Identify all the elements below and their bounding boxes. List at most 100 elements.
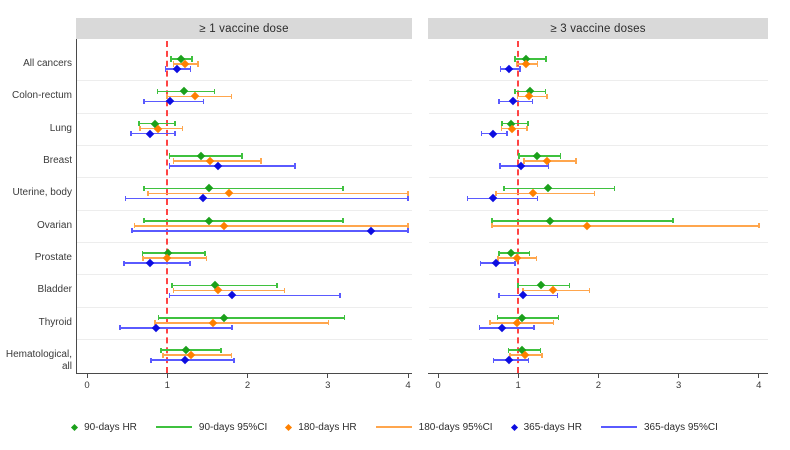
reference-line <box>166 41 169 373</box>
ci-cap-green <box>191 56 193 62</box>
ci-cap-blue <box>498 292 500 299</box>
ci-cap-orange <box>260 158 262 164</box>
hr-marker-blue <box>505 64 514 74</box>
legend-item: 90-days 95%CI <box>155 422 267 433</box>
y-category-label: Lung <box>49 122 72 134</box>
hr-marker-green <box>543 184 553 193</box>
ci-cap-blue <box>143 98 145 104</box>
ci-line-orange <box>134 224 408 227</box>
ci-cap-green <box>168 153 171 159</box>
ci-cap-blue <box>547 163 550 169</box>
ci-cap-orange <box>196 61 199 67</box>
ci-cap-orange <box>283 287 286 294</box>
ci-line-green <box>158 317 345 319</box>
ci-cap-orange <box>490 223 493 229</box>
x-axis-tick <box>86 373 88 378</box>
ci-cap-green <box>143 218 145 224</box>
ci-cap-green <box>342 218 344 224</box>
ci-cap-green <box>517 282 519 289</box>
ci-cap-blue <box>480 131 483 137</box>
ci-cap-green <box>557 315 560 321</box>
ci-cap-green <box>498 250 500 256</box>
ci-cap-orange <box>494 190 497 196</box>
ci-line-blue <box>498 294 558 297</box>
ci-cap-orange <box>509 352 511 358</box>
ci-line-green <box>169 155 242 157</box>
ci-line-blue <box>151 359 234 361</box>
hr-marker-orange <box>224 189 234 198</box>
x-tick-label: 1 <box>164 380 170 391</box>
hr-marker-blue <box>497 323 507 333</box>
ci-cap-green <box>613 185 616 191</box>
legend-diamond-icon <box>71 423 79 431</box>
row-separator <box>77 306 412 308</box>
ci-cap-green <box>143 185 145 191</box>
x-tick-label: 0 <box>435 380 441 391</box>
ci-cap-orange <box>230 352 233 358</box>
ci-cap-green <box>559 153 562 159</box>
ci-cap-green <box>170 56 173 62</box>
x-axis-tick <box>758 373 760 378</box>
x-axis-tick <box>407 373 409 378</box>
hr-marker-orange <box>521 59 531 69</box>
ci-cap-green <box>213 88 216 94</box>
ci-cap-green <box>502 185 505 191</box>
ci-cap-green <box>342 185 344 191</box>
ci-cap-blue <box>168 292 171 299</box>
ci-cap-blue <box>231 325 234 331</box>
ci-cap-orange <box>147 190 149 196</box>
row-separator <box>429 274 768 276</box>
ci-line-blue <box>169 165 295 167</box>
ci-line-green <box>497 317 559 319</box>
hr-marker-green <box>546 216 555 225</box>
legend-label: 180-days HR <box>298 421 357 433</box>
ci-cap-orange <box>593 190 596 196</box>
hr-marker-green <box>196 151 206 161</box>
ci-cap-orange <box>500 126 503 132</box>
hr-marker-orange <box>213 286 223 295</box>
ci-cap-blue <box>150 357 152 363</box>
hr-marker-green <box>532 151 541 161</box>
ci-cap-blue <box>499 66 502 72</box>
ci-cap-orange <box>515 61 518 67</box>
ci-cap-orange <box>172 158 175 164</box>
ci-cap-green <box>220 347 222 353</box>
row-separator <box>429 80 768 82</box>
y-category-label: Bladder <box>37 284 72 296</box>
ci-cap-orange <box>497 255 499 261</box>
ci-cap-green <box>241 153 243 159</box>
x-axis-line <box>76 373 412 374</box>
y-category-label: Hematological, all <box>5 349 72 373</box>
x-tick-label: 3 <box>325 380 331 391</box>
ci-line-orange <box>490 322 554 324</box>
x-axis-tick <box>597 373 599 378</box>
ci-cap-orange <box>541 352 544 358</box>
ci-line-blue <box>467 197 538 200</box>
ci-cap-blue <box>531 98 534 104</box>
ci-cap-orange <box>407 223 409 229</box>
hr-marker-orange <box>163 253 172 263</box>
ci-cap-blue <box>164 66 167 72</box>
hr-marker-blue <box>505 355 514 365</box>
x-tick-label: 2 <box>244 380 251 391</box>
y-category-label: Prostate <box>34 252 72 264</box>
ci-line-orange <box>167 95 232 98</box>
ci-cap-blue <box>556 292 559 299</box>
ci-cap-blue <box>202 98 205 104</box>
legend-item: 365-days HR <box>510 422 582 433</box>
x-axis-tick <box>247 373 248 378</box>
ci-line-blue <box>123 262 190 264</box>
hr-marker-blue <box>213 161 223 171</box>
row-separator <box>429 306 768 308</box>
ci-cap-orange <box>172 61 175 67</box>
ci-cap-orange <box>526 126 528 132</box>
ci-line-orange <box>147 192 408 195</box>
ci-cap-orange <box>523 158 525 164</box>
ci-cap-orange <box>552 320 555 326</box>
hr-marker-orange <box>154 124 163 133</box>
ci-cap-blue <box>407 228 409 234</box>
ci-cap-blue <box>189 66 192 72</box>
hr-marker-orange <box>191 92 200 101</box>
ci-cap-orange <box>489 320 491 326</box>
row-separator <box>77 177 412 179</box>
